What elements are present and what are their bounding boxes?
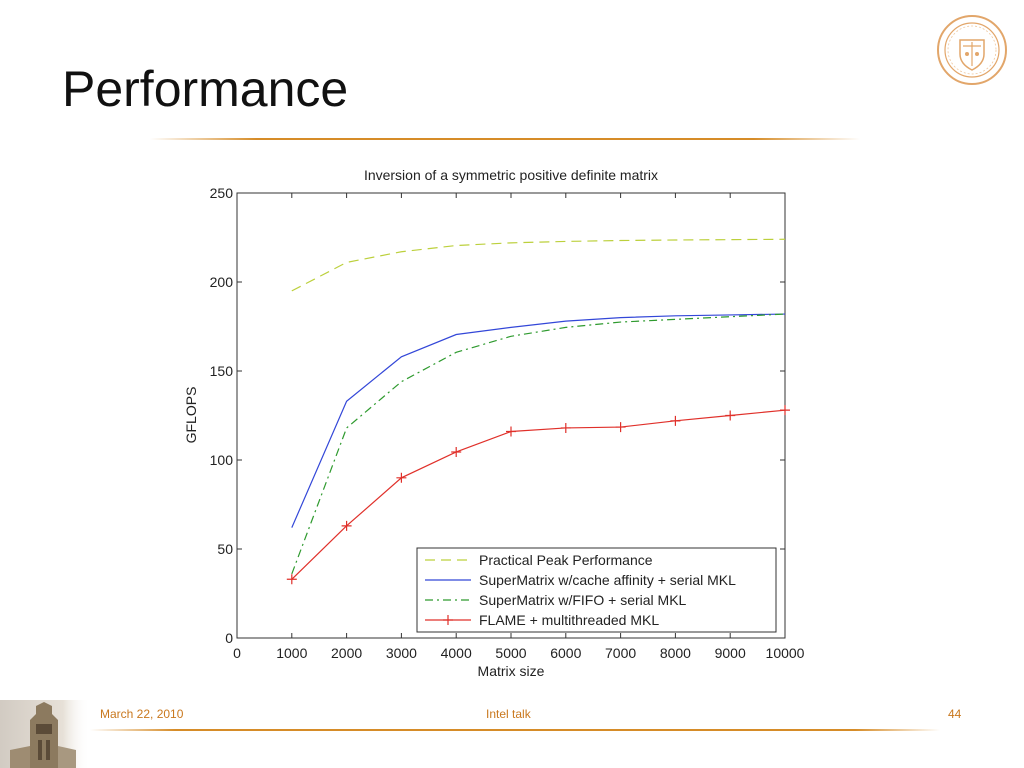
series-4-point (451, 446, 462, 457)
x-tick-label: 4000 (441, 645, 472, 661)
series-4-point (615, 422, 626, 433)
y-tick-label: 50 (217, 541, 233, 557)
y-tick-label: 150 (210, 363, 234, 379)
chart-svg: Inversion of a symmetric positive defini… (183, 167, 805, 679)
legend-label-4: FLAME + multithreaded MKL (479, 612, 659, 628)
series-line-2 (291, 313, 786, 528)
series-4-point (780, 405, 790, 416)
chart: Inversion of a symmetric positive defini… (160, 150, 820, 690)
series-line-4 (291, 409, 786, 580)
series-line-1 (291, 238, 786, 292)
x-tick-label: 5000 (495, 645, 526, 661)
series-4-point (506, 426, 516, 437)
legend-label-1: Practical Peak Performance (479, 552, 653, 568)
legend-label-2: SuperMatrix w/cache affinity + serial MK… (479, 572, 736, 588)
university-seal-icon (937, 15, 1007, 85)
series-4-point (725, 410, 736, 421)
axis-ticks: 0 1000 2000 3000 4000 5000 6000 7000 8000 9000 100… (210, 185, 805, 661)
x-tick-label: 6000 (550, 645, 581, 661)
y-tick-label: 200 (210, 274, 234, 290)
tower-image-icon (0, 700, 90, 768)
y-tick-label: 250 (210, 185, 234, 201)
chart-title: Inversion of a symmetric positive defini… (364, 167, 658, 183)
x-axis-label: Matrix size (478, 663, 545, 679)
y-axis-label: GFLOPS (183, 387, 199, 444)
series-4-point (396, 472, 407, 483)
legend: Practical Peak Performance SuperMatrix w/… (416, 547, 777, 633)
y-tick-label: 0 (225, 630, 233, 646)
series-4-point (560, 422, 571, 433)
footer-divider (90, 729, 940, 731)
footer-event: Intel talk (486, 707, 531, 721)
x-tick-label: 8000 (660, 645, 691, 661)
slide-title: Performance (62, 61, 349, 117)
x-tick-label: 3000 (386, 645, 417, 661)
series-4-point (670, 415, 681, 426)
page-number: 44 (948, 707, 962, 721)
y-tick-label: 100 (210, 452, 234, 468)
x-tick-label: 0 (233, 645, 241, 661)
x-tick-label: 9000 (715, 645, 746, 661)
x-tick-label: 1000 (276, 645, 307, 661)
x-tick-label: 7000 (605, 645, 636, 661)
legend-box (416, 547, 777, 633)
series-lines (286, 238, 790, 585)
x-tick-label: 10000 (766, 645, 805, 661)
series-4-point (286, 574, 297, 585)
legend-label-3: SuperMatrix w/FIFO + serial MKL (479, 592, 687, 608)
x-tick-label: 2000 (331, 645, 362, 661)
footer-date: March 22, 2010 (100, 707, 184, 721)
series-4-point (341, 520, 352, 531)
title-divider (150, 138, 860, 140)
legend-marker-4 (443, 615, 453, 625)
